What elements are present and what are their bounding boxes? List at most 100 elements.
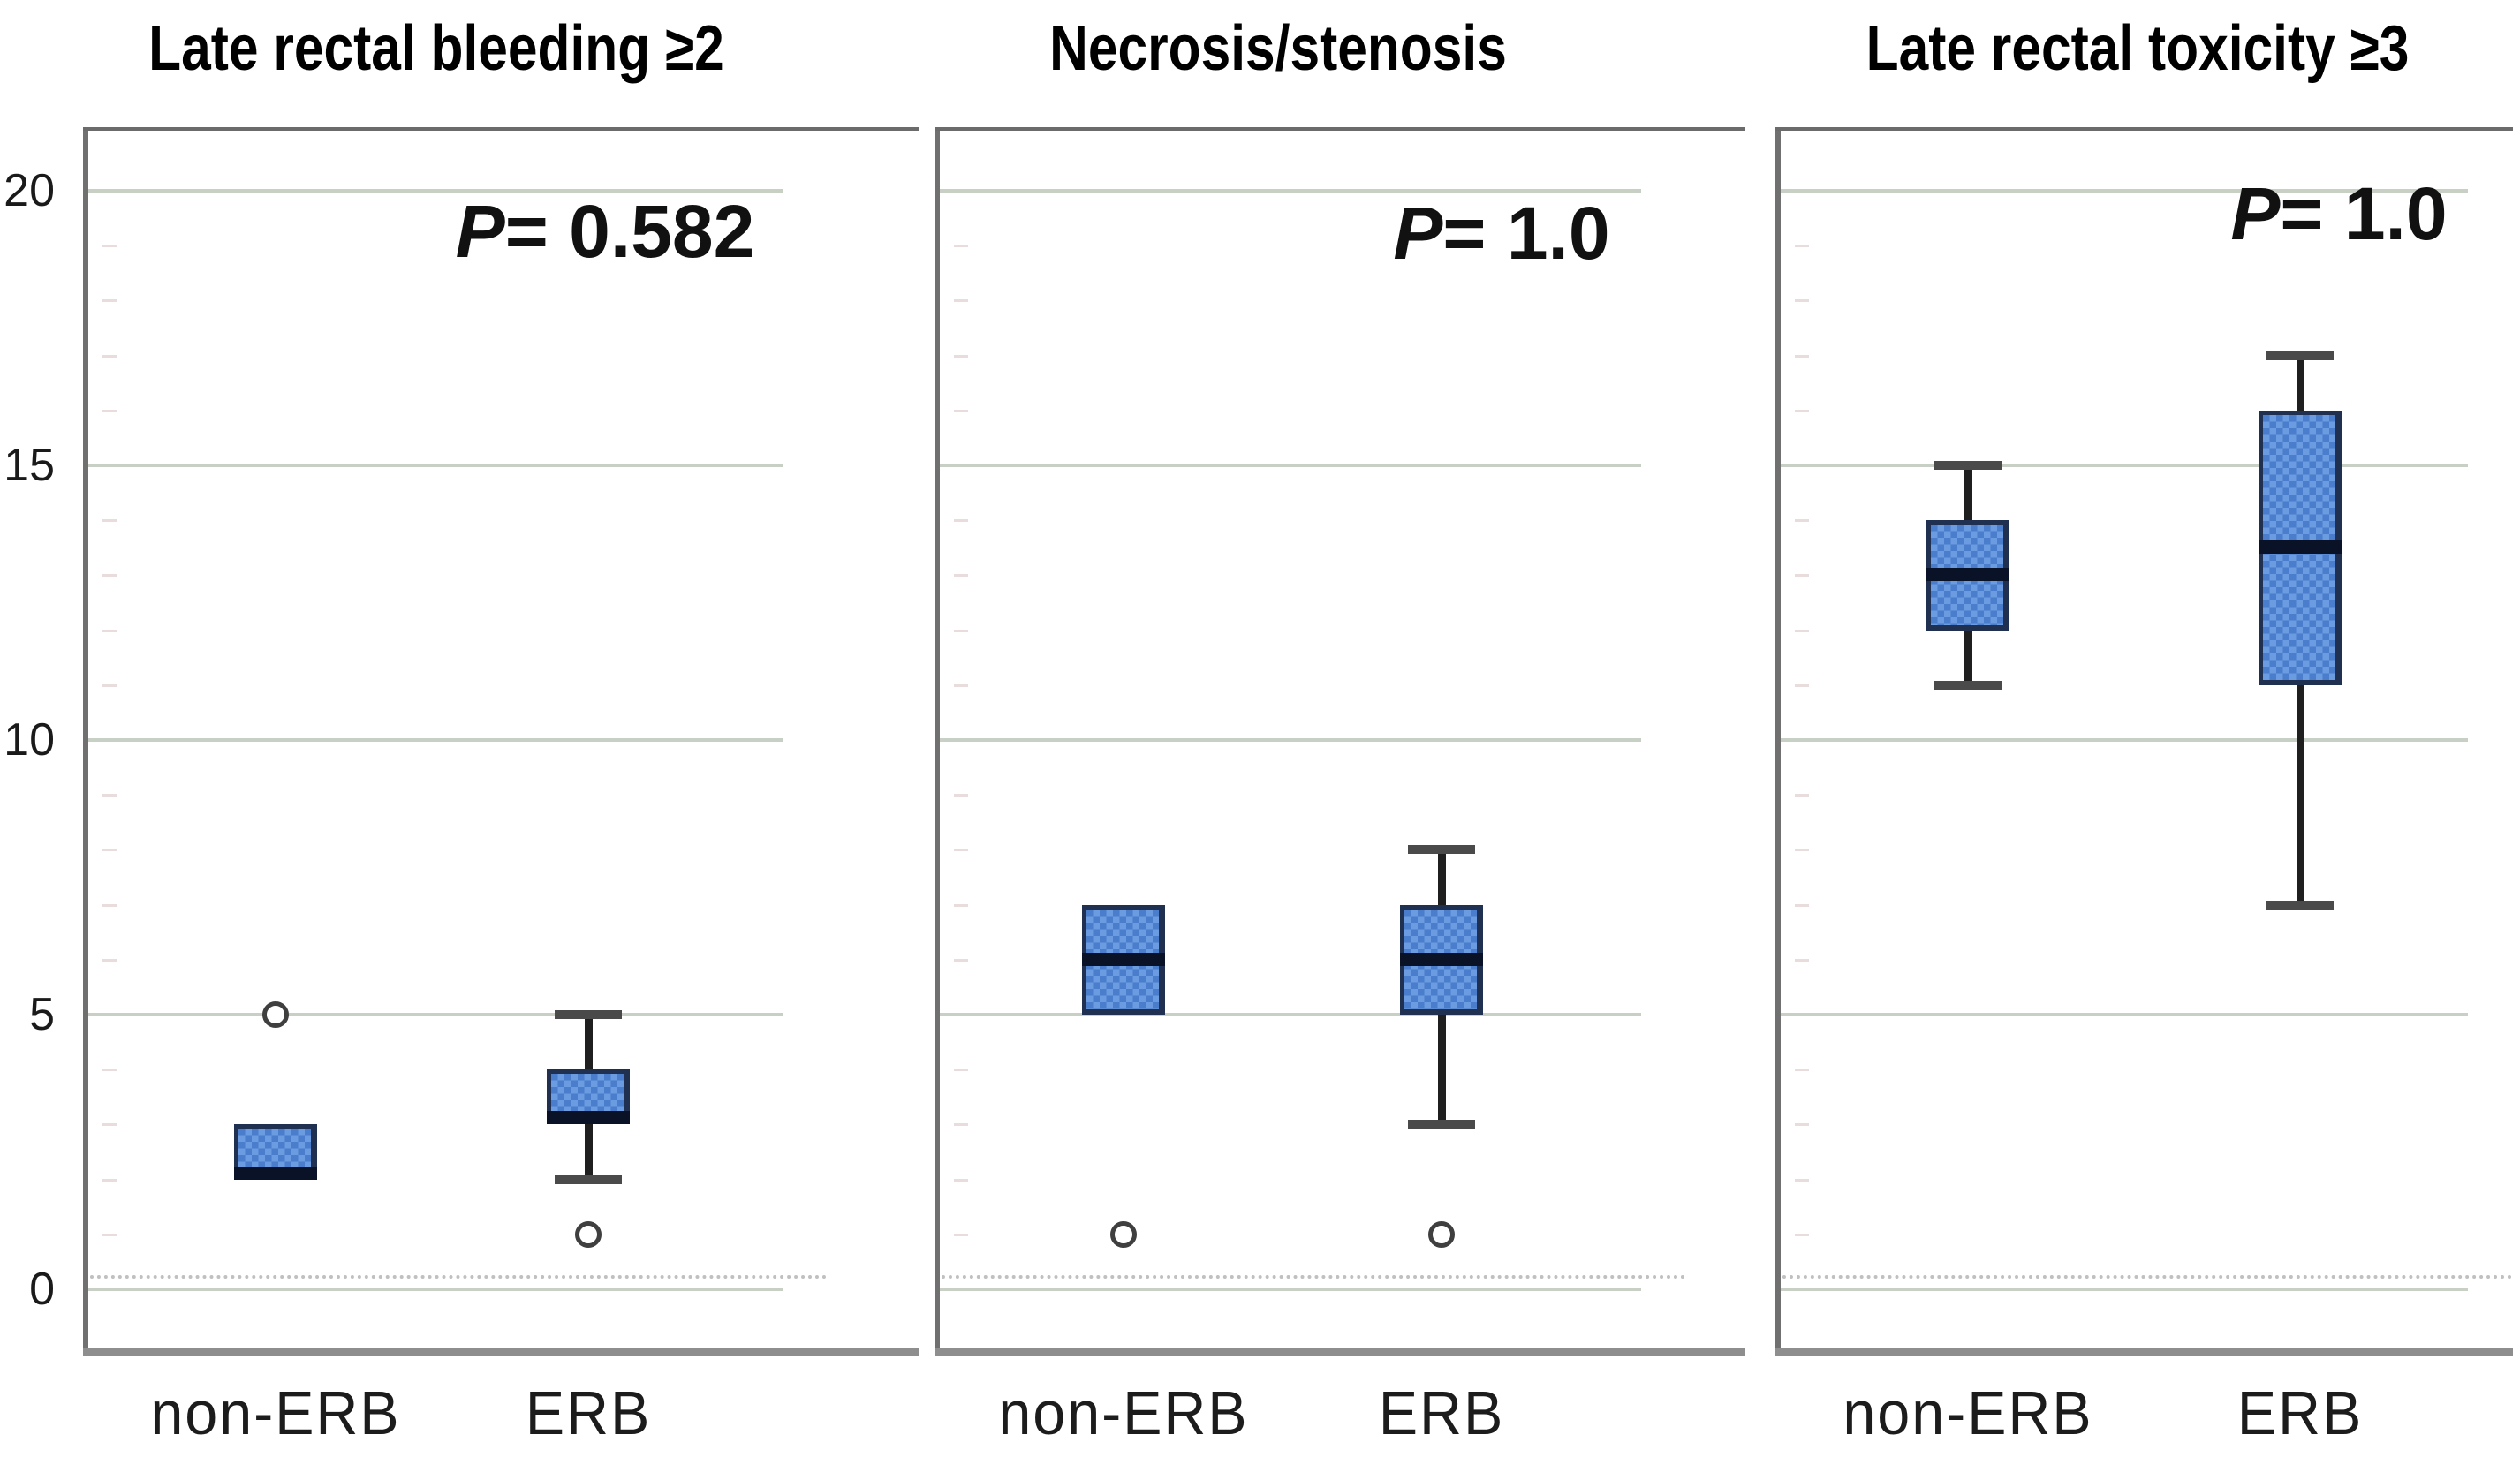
p-value-text: = 1.0 xyxy=(2280,172,2448,255)
outlier-point xyxy=(575,1221,602,1248)
whisker-cap xyxy=(1934,461,2002,470)
minor-tick xyxy=(102,245,117,247)
minor-tick xyxy=(1795,904,1809,907)
minor-tick xyxy=(954,794,968,797)
median-line xyxy=(547,1111,630,1124)
outlier-point xyxy=(1110,1221,1137,1248)
y-axis-tick-label: 10 xyxy=(4,714,55,766)
minor-tick xyxy=(1795,574,1809,577)
minor-tick xyxy=(102,299,117,302)
minor-tick xyxy=(954,519,968,522)
p-symbol: P xyxy=(2230,172,2281,255)
minor-tick xyxy=(102,904,117,907)
gridline xyxy=(935,1288,1641,1291)
whisker-line xyxy=(1438,850,1446,905)
panel-bottom-border xyxy=(1775,1348,2513,1356)
gridline xyxy=(935,189,1641,193)
minor-tick xyxy=(1795,794,1809,797)
category-label: ERB xyxy=(525,1378,652,1447)
p-value-text: = 1.0 xyxy=(1442,192,1610,275)
minor-tick xyxy=(1795,684,1809,687)
minor-tick xyxy=(102,1179,117,1182)
minor-tick xyxy=(954,684,968,687)
gridline xyxy=(83,1013,783,1016)
minor-tick xyxy=(954,1179,968,1182)
minor-tick xyxy=(1795,1069,1809,1071)
category-label: non-ERB xyxy=(1843,1378,2093,1447)
whisker-line xyxy=(585,1015,593,1069)
minor-tick xyxy=(954,959,968,962)
whisker-cap xyxy=(2266,901,2334,910)
p-value-label: P= 0.582 xyxy=(322,191,888,272)
minor-tick xyxy=(954,630,968,632)
whisker-cap xyxy=(1408,845,1475,854)
whisker-line xyxy=(2297,685,2304,905)
whisker-cap xyxy=(1408,1120,1475,1129)
minor-tick xyxy=(102,849,117,851)
minor-tick xyxy=(102,1234,117,1236)
minor-tick xyxy=(954,1234,968,1236)
minor-tick xyxy=(954,299,968,302)
panel-left-border xyxy=(935,127,940,1356)
gridline xyxy=(1775,738,2468,742)
minor-tick xyxy=(1795,959,1809,962)
median-line xyxy=(1400,953,1483,966)
minor-tick xyxy=(102,410,117,412)
gridline xyxy=(83,1288,783,1291)
category-label: ERB xyxy=(1378,1378,1505,1447)
gridline xyxy=(1775,1013,2468,1016)
whisker-line xyxy=(1964,465,1972,520)
median-line xyxy=(1082,953,1165,966)
p-symbol: P xyxy=(1393,192,1443,275)
panel-top-border xyxy=(1775,127,2513,131)
whisker-cap xyxy=(1934,681,2002,690)
minor-tick xyxy=(102,630,117,632)
panel-bottom-border xyxy=(83,1348,919,1356)
gridline xyxy=(83,189,783,193)
minor-tick xyxy=(954,355,968,358)
median-line xyxy=(2259,540,2342,554)
y-axis-tick-label: 0 xyxy=(29,1264,55,1315)
panel-title: Late rectal toxicity ≥3 xyxy=(1865,13,2410,84)
gridline xyxy=(1775,1288,2468,1291)
zero-dotted-line xyxy=(935,1275,1685,1279)
minor-tick xyxy=(1795,245,1809,247)
minor-tick xyxy=(1795,1179,1809,1182)
minor-tick xyxy=(102,684,117,687)
category-label: non-ERB xyxy=(150,1378,401,1447)
minor-tick xyxy=(102,794,117,797)
outlier-point xyxy=(1428,1221,1455,1248)
category-label: non-ERB xyxy=(998,1378,1249,1447)
gridline xyxy=(1775,464,2468,467)
median-line xyxy=(234,1167,317,1180)
minor-tick xyxy=(954,849,968,851)
gridline xyxy=(935,738,1641,742)
minor-tick xyxy=(1795,519,1809,522)
panel-left-border xyxy=(1775,127,1781,1356)
minor-tick xyxy=(1795,630,1809,632)
gridline xyxy=(1775,189,2468,193)
panel-left-border xyxy=(83,127,88,1356)
whisker-cap xyxy=(2266,351,2334,360)
whisker-cap xyxy=(555,1010,622,1019)
minor-tick xyxy=(1795,1123,1809,1126)
panel-top-border xyxy=(935,127,1745,131)
minor-tick xyxy=(102,519,117,522)
minor-tick xyxy=(954,245,968,247)
minor-tick xyxy=(954,904,968,907)
whisker-cap xyxy=(555,1175,622,1184)
category-label: ERB xyxy=(2236,1378,2364,1447)
whisker-line xyxy=(1438,1015,1446,1124)
minor-tick xyxy=(954,410,968,412)
minor-tick xyxy=(1795,299,1809,302)
gridline xyxy=(935,1013,1641,1016)
zero-dotted-line xyxy=(83,1275,827,1279)
minor-tick xyxy=(1795,410,1809,412)
panel-title: Necrosis/stenosis xyxy=(1049,13,1507,84)
minor-tick xyxy=(102,1123,117,1126)
minor-tick xyxy=(102,574,117,577)
whisker-line xyxy=(1964,631,1972,685)
median-line xyxy=(1926,568,2009,581)
p-value-label: P= 1.0 xyxy=(1219,193,1784,274)
